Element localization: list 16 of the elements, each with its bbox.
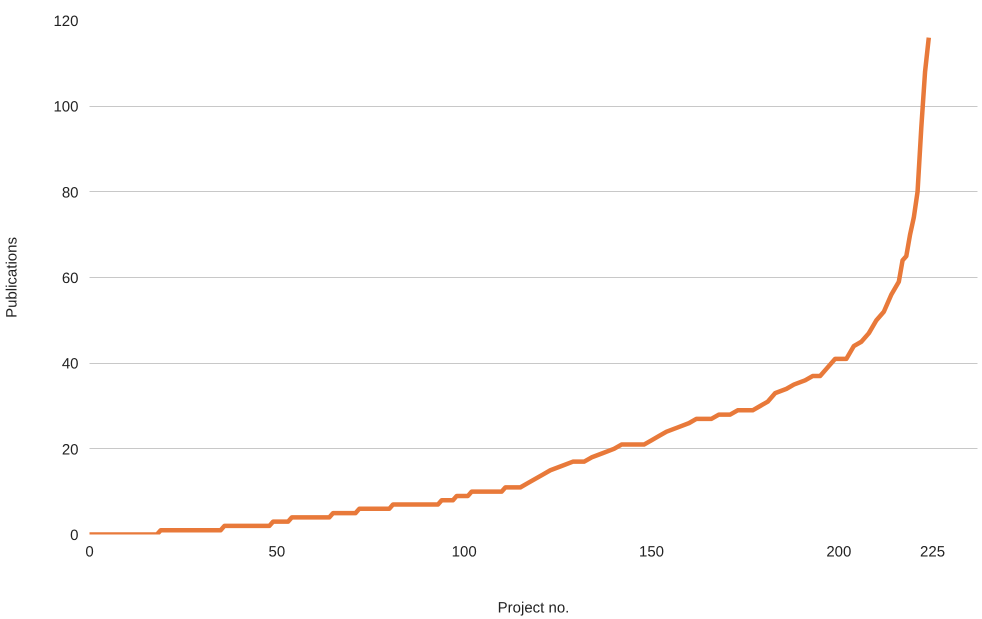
y-tick-label: 20 <box>62 441 79 458</box>
y-tick-label: 0 <box>70 527 78 544</box>
x-tick-label: 100 <box>452 544 477 560</box>
x-axis-title: Project no. <box>498 600 570 616</box>
x-tick-label: 150 <box>639 544 664 560</box>
y-tick-label: 80 <box>62 184 79 202</box>
x-tick-label: 50 <box>268 544 286 560</box>
y-tick-label: 120 <box>53 13 79 30</box>
x-tick-label: 225 <box>920 544 946 560</box>
y-tick-label: 60 <box>62 270 79 287</box>
y-tick-label: 40 <box>62 356 79 373</box>
y-tick-label: 100 <box>53 98 79 116</box>
y-axis-title: Publications <box>3 237 20 318</box>
x-tick-label: 200 <box>826 544 852 560</box>
line-series <box>90 35 932 534</box>
x-tick-label: 0 <box>85 544 94 560</box>
